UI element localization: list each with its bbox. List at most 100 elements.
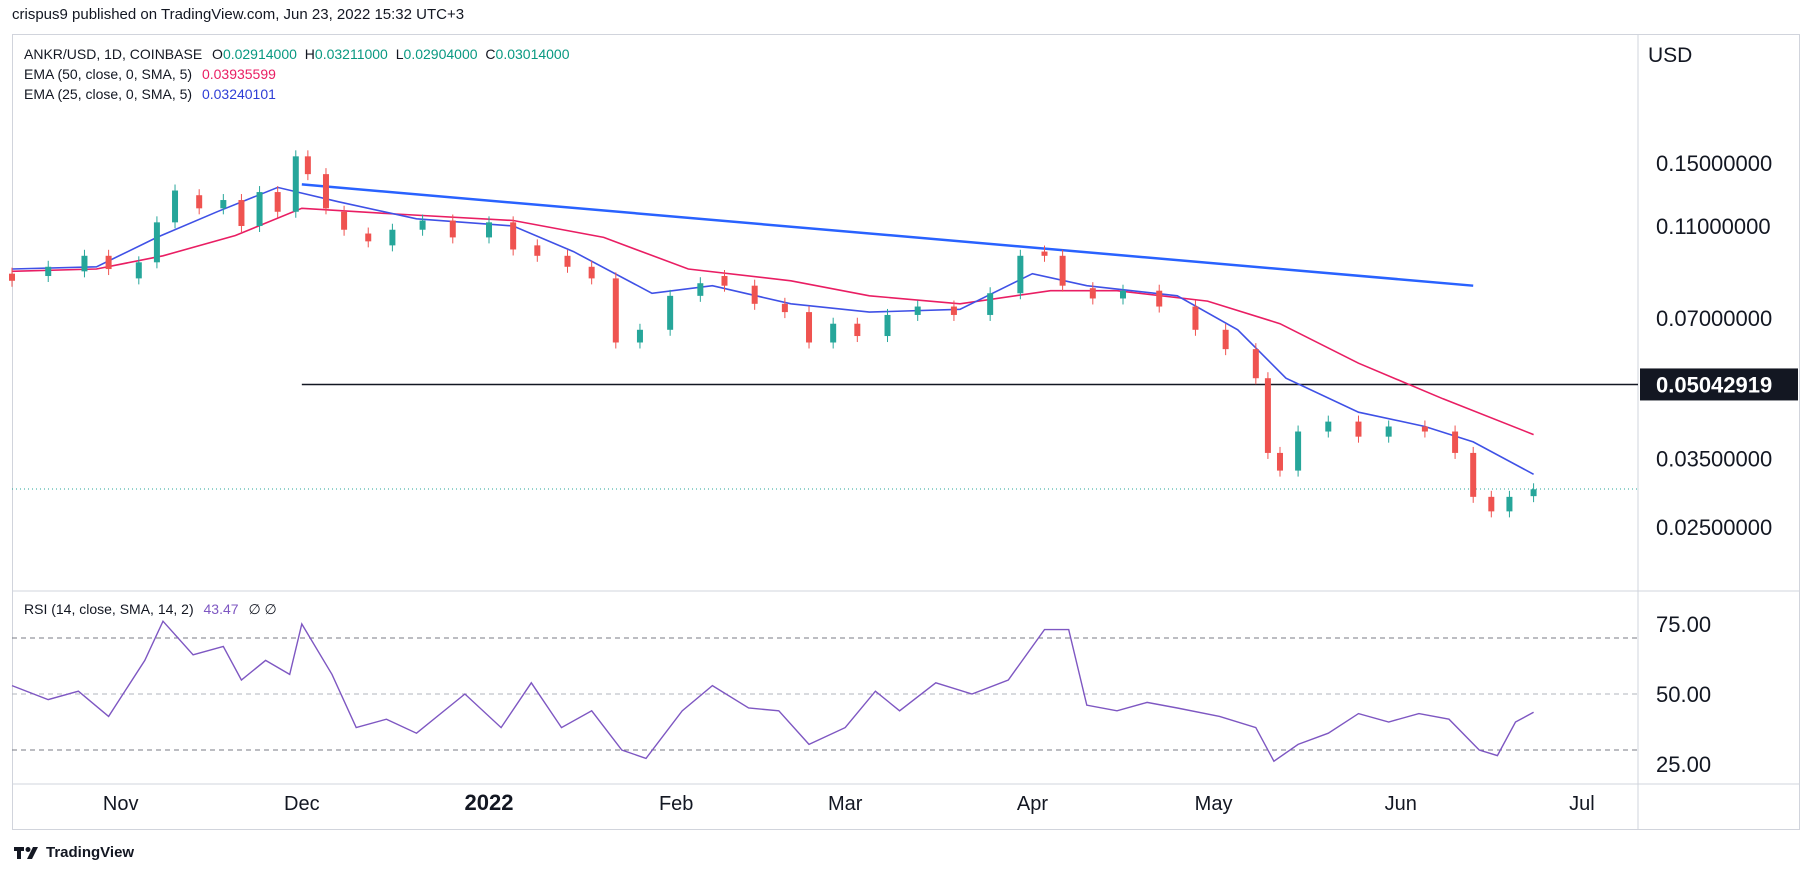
- candle-body: [1295, 431, 1302, 471]
- candle-body: [588, 266, 595, 279]
- tradingview-brand[interactable]: TradingView: [14, 844, 134, 861]
- candle-body: [781, 303, 788, 313]
- legend-low-key: L: [395, 46, 404, 62]
- candle-body: [950, 306, 957, 315]
- publish-caption: crispus9 published on TradingView.com, J…: [12, 6, 465, 23]
- time-axis-label: Jun: [1385, 793, 1417, 815]
- candle-body: [1421, 426, 1428, 432]
- candle-body: [1385, 426, 1392, 437]
- candle-body: [196, 195, 203, 209]
- rsi-label: RSI (14, close, SMA, 14, 2): [24, 601, 194, 617]
- candle-body: [1506, 496, 1513, 512]
- legend-close-value: 0.03014000: [495, 46, 570, 62]
- legend-high-key: H: [304, 46, 315, 62]
- candle-body: [220, 200, 227, 209]
- ema50-value: 0.03935599: [201, 66, 276, 82]
- candle-body: [1264, 378, 1271, 453]
- time-axis-label: Nov: [103, 793, 139, 815]
- legend-row-ema25[interactable]: EMA (25, close, 0, SMA, 5) 0.03240101: [24, 86, 276, 102]
- chart-frame[interactable]: [12, 34, 1800, 830]
- trendline-group[interactable]: [301, 183, 1474, 287]
- candle-body: [914, 306, 921, 315]
- candle-body: [365, 233, 372, 242]
- legend-close-key: C: [485, 46, 496, 62]
- time-axis-label: Dec: [284, 793, 320, 815]
- ema25-value: 0.03240101: [201, 86, 276, 102]
- ema50-group: [11, 207, 1534, 436]
- rsi-axis-label: 25.00: [1656, 752, 1711, 777]
- candle-body: [987, 293, 994, 315]
- candle-body: [1059, 255, 1066, 286]
- time-axis-label: Apr: [1017, 793, 1048, 815]
- candle-body: [172, 190, 179, 223]
- time-axis-label: 2022: [465, 790, 514, 815]
- rsi-line-group: [11, 619, 1534, 763]
- candle-body: [1530, 489, 1537, 497]
- candle-body: [564, 255, 571, 267]
- candle-body: [105, 255, 112, 270]
- candle-body: [274, 192, 281, 212]
- candle-body: [854, 323, 861, 337]
- time-axis-label: Jul: [1569, 793, 1595, 815]
- rsi-line: [11, 619, 1534, 763]
- candle-body: [1355, 421, 1362, 437]
- price-label-box: [1640, 368, 1798, 401]
- legend-row-rsi[interactable]: RSI (14, close, SMA, 14, 2) 43.47 ∅ ∅: [24, 601, 277, 618]
- resistance-trendline[interactable]: [301, 183, 1474, 287]
- legend-symbol: ANKR/USD, 1D, COINBASE: [24, 46, 203, 62]
- price-axis-label: 0.03500000: [1656, 447, 1772, 472]
- legend-row-ema50[interactable]: EMA (50, close, 0, SMA, 5) 0.03935599: [24, 66, 276, 82]
- candle-body: [341, 211, 348, 230]
- candle-body: [1089, 288, 1096, 299]
- rsi-axis-label: 50.00: [1656, 682, 1711, 707]
- candles-group: [9, 150, 1537, 518]
- price-axis[interactable]: 0.15000000 0.11000000 0.07000000 0.05042919…: [1640, 151, 1798, 540]
- price-axis-label-highlight: 0.05042919: [1656, 372, 1772, 397]
- candle-body: [806, 312, 813, 343]
- candle-body: [1276, 452, 1283, 471]
- candle-body: [612, 278, 619, 343]
- candle-body: [751, 285, 758, 304]
- candle-body: [1119, 290, 1126, 299]
- candle-body: [9, 273, 15, 281]
- candle-body: [510, 222, 517, 250]
- candle-body: [419, 220, 426, 230]
- candle-body: [1252, 349, 1259, 379]
- price-axis-label: 0.15000000: [1656, 151, 1772, 176]
- legend-row-symbol[interactable]: ANKR/USD, 1D, COINBASE O0.02914000 H0.03…: [24, 46, 570, 62]
- candle-body: [697, 283, 704, 296]
- legend-open-key: O: [212, 46, 223, 62]
- ema25-group: [11, 186, 1534, 476]
- time-axis-label: May: [1195, 793, 1233, 815]
- candle-body: [322, 174, 329, 209]
- candle-body: [721, 276, 728, 286]
- time-axis[interactable]: Nov Dec 2022 Feb Mar Apr May Jun Jul: [103, 790, 1595, 815]
- candle-body: [1017, 255, 1024, 294]
- candle-body: [1041, 251, 1048, 256]
- price-axis-label: 0.07000000: [1656, 306, 1772, 331]
- candle-body: [1488, 496, 1495, 512]
- legend-high-value: 0.03211000: [314, 46, 388, 62]
- candle-body: [1470, 452, 1477, 497]
- candle-body: [1452, 431, 1459, 453]
- candle-body: [153, 222, 160, 263]
- time-axis-label: Mar: [828, 793, 863, 815]
- candle-body: [1156, 290, 1163, 307]
- candle-body: [135, 262, 142, 279]
- ema25-label: EMA (25, close, 0, SMA, 5): [24, 86, 193, 102]
- candle-body: [45, 266, 52, 277]
- price-axis-label: 0.11000000: [1656, 214, 1771, 239]
- ema25-line: [11, 186, 1534, 476]
- tradingview-logo-icon: [14, 846, 38, 859]
- candle-body: [1325, 421, 1332, 432]
- legend-low-value: 0.02904000: [403, 46, 478, 62]
- currency-label: USD: [1648, 44, 1692, 67]
- candle-body: [830, 323, 837, 343]
- candle-body: [238, 200, 245, 227]
- rsi-levels: [12, 637, 1638, 751]
- rsi-axis[interactable]: 75.00 50.00 25.00: [1656, 612, 1711, 777]
- candle-body: [534, 245, 541, 256]
- ema50-line: [11, 207, 1534, 436]
- candle-body: [389, 229, 396, 246]
